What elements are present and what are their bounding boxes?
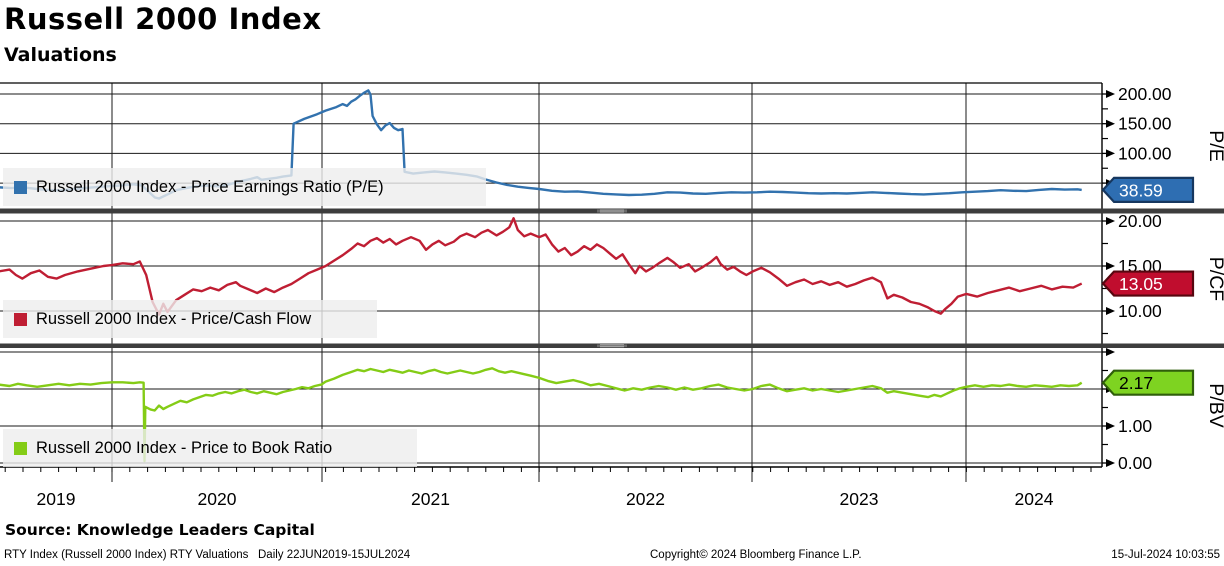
axis-title-pcf: P/CF (1205, 257, 1224, 302)
axis-tick-arrow-icon (1106, 422, 1115, 430)
ytick-label: 10.00 (1118, 301, 1162, 321)
separator-grip-handle[interactable] (597, 209, 627, 213)
last-value-label: 38.59 (1119, 180, 1163, 200)
page-title: Russell 2000 Index (4, 2, 322, 36)
ytick-label: 0.00 (1118, 453, 1152, 473)
footer-security-info: RTY Index (Russell 2000 Index) RTY Valua… (4, 549, 411, 561)
pe-series-label: Russell 2000 Index - Price Earnings Rati… (36, 177, 384, 196)
last-value-badge (1101, 369, 1195, 396)
legend-price-cash-flow[interactable]: Russell 2000 Index - Price/Cash Flow (3, 300, 377, 338)
footer-copyright: Copyright© 2024 Bloomberg Finance L.P. (650, 549, 862, 561)
axis-tick-arrow-icon (1106, 90, 1115, 98)
axis-title-pbv: P/BV (1205, 383, 1224, 427)
source-line: Source: Knowledge Leaders Capital (5, 521, 315, 539)
ytick-label: 20.00 (1118, 211, 1162, 231)
ytick-label: 1.00 (1118, 416, 1152, 436)
ytick-label: 100.00 (1118, 143, 1172, 163)
footer-timestamp: 15-Jul-2024 10:03:55 (1111, 549, 1220, 561)
ytick-label: 200.00 (1118, 84, 1172, 104)
pcf-series-swatch-icon (14, 312, 27, 326)
xtick-year-label: 2022 (626, 489, 665, 509)
page-subtitle: Valuations (4, 44, 117, 66)
axis-title-pe: P/E (1205, 130, 1224, 161)
separator-grip-handle[interactable] (597, 344, 627, 348)
pe-series-swatch-icon (14, 180, 27, 194)
last-value-label: 2.17 (1119, 373, 1153, 393)
xtick-year-label: 2024 (1015, 489, 1054, 509)
series-line-pcf (0, 217, 1083, 316)
pbv-series-label: Russell 2000 Index - Price to Book Ratio (36, 438, 333, 457)
xtick-year-label: 2023 (840, 489, 879, 509)
xtick-year-label: 2020 (198, 489, 237, 509)
last-value-label: 13.05 (1119, 274, 1163, 294)
ytick-label: 150.00 (1118, 114, 1172, 134)
pbv-series-swatch-icon (14, 441, 27, 455)
xtick-year-label: 2019 (37, 489, 76, 509)
axis-tick-arrow-icon (1106, 217, 1115, 225)
pcf-series-label: Russell 2000 Index - Price/Cash Flow (36, 309, 312, 328)
xtick-year-label: 2021 (411, 489, 450, 509)
axis-tick-arrow-icon (1106, 348, 1115, 356)
last-value-badge (1101, 270, 1195, 297)
series-line-pbv (0, 367, 1083, 463)
axis-tick-arrow-icon (1106, 149, 1115, 158)
axis-tick-arrow-icon (1106, 307, 1115, 315)
legend-price-to-book[interactable]: Russell 2000 Index - Price to Book Ratio (3, 429, 417, 467)
axis-tick-arrow-icon (1106, 459, 1115, 467)
axis-tick-arrow-icon (1106, 262, 1115, 270)
legend-price-earnings[interactable]: Russell 2000 Index - Price Earnings Rati… (3, 168, 486, 206)
axis-tick-arrow-icon (1106, 119, 1115, 128)
last-value-badge (1101, 176, 1195, 203)
